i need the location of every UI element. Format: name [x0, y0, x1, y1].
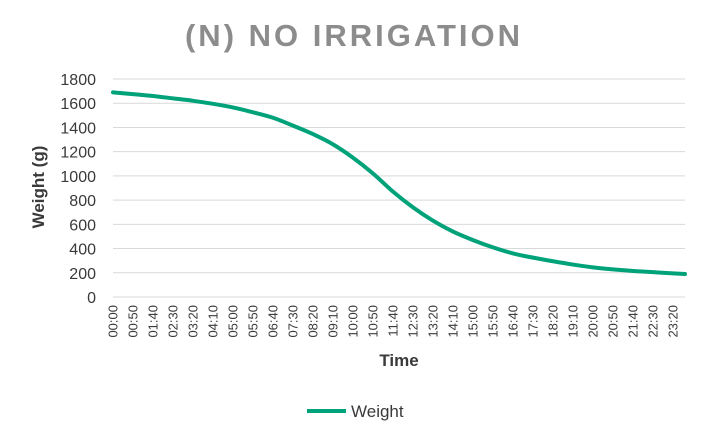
- y-tick-label: 0: [87, 290, 96, 307]
- x-tick-label: 20:00: [586, 305, 601, 338]
- x-tick-label: 02:30: [166, 305, 181, 338]
- x-tick-label: 20:50: [606, 305, 621, 338]
- x-axis-ticks: 00:00 00:50 01:40 02:30 03:20 04:10 05:00 05:50…: [106, 305, 681, 338]
- y-tick-label: 1600: [60, 96, 96, 113]
- x-tick-label: 00:00: [106, 305, 121, 338]
- y-tick-label: 1400: [60, 120, 96, 137]
- x-tick-label: 13:20: [426, 305, 441, 338]
- x-tick-label: 12:30: [406, 305, 421, 338]
- x-tick-label: 19:10: [566, 305, 581, 338]
- x-tick-label: 01:40: [146, 305, 161, 338]
- x-tick-label: 00:50: [126, 305, 141, 338]
- x-tick-label: 10:50: [366, 305, 381, 338]
- y-axis-label: Weight (g): [29, 146, 48, 229]
- y-tick-label: 400: [69, 242, 96, 259]
- y-tick-label: 600: [69, 217, 96, 234]
- y-tick-label: 1800: [60, 72, 96, 89]
- x-tick-label: 07:30: [286, 305, 301, 338]
- x-tick-label: 06:40: [266, 305, 281, 338]
- series-line-weight: [111, 90, 687, 276]
- x-tick-label: 16:40: [506, 305, 521, 338]
- x-tick-label: 15:00: [466, 305, 481, 338]
- legend: Weight: [307, 402, 404, 421]
- x-tick-label: 08:20: [306, 305, 321, 338]
- x-tick-label: 17:30: [526, 305, 541, 338]
- x-tick-label: 15:50: [486, 305, 501, 338]
- x-tick-label: 03:20: [186, 305, 201, 338]
- chart-title: (N) NO IRRIGATION: [185, 18, 523, 53]
- x-tick-label: 05:00: [226, 305, 241, 338]
- series-layer: [111, 90, 687, 276]
- y-tick-label: 200: [69, 266, 96, 283]
- x-tick-label: 18:20: [546, 305, 561, 338]
- legend-label-weight: Weight: [351, 402, 404, 421]
- x-tick-label: 10:00: [346, 305, 361, 338]
- y-axis-ticks: 0 200 400 600 800 1000 1200 1400 1600 1800: [60, 72, 96, 307]
- x-axis-label: Time: [379, 351, 418, 370]
- x-tick-label: 21:40: [626, 305, 641, 338]
- x-tick-label: 11:40: [386, 305, 401, 337]
- x-tick-label: 09:10: [326, 305, 341, 338]
- x-tick-label: 05:50: [246, 305, 261, 338]
- gridlines: [113, 78, 685, 298]
- x-tick-label: 14:10: [446, 305, 461, 338]
- x-tick-label: 22:30: [646, 305, 661, 338]
- x-tick-label: 23:20: [666, 305, 681, 338]
- x-tick-label: 04:10: [206, 305, 221, 338]
- y-tick-label: 1200: [60, 145, 96, 162]
- y-tick-label: 1000: [60, 169, 96, 186]
- y-tick-label: 800: [69, 193, 96, 210]
